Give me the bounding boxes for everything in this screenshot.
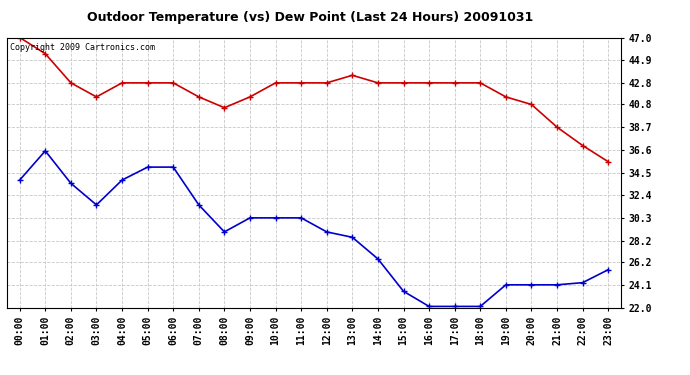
- Text: Outdoor Temperature (vs) Dew Point (Last 24 Hours) 20091031: Outdoor Temperature (vs) Dew Point (Last…: [88, 11, 533, 24]
- Text: Copyright 2009 Cartronics.com: Copyright 2009 Cartronics.com: [10, 43, 155, 52]
